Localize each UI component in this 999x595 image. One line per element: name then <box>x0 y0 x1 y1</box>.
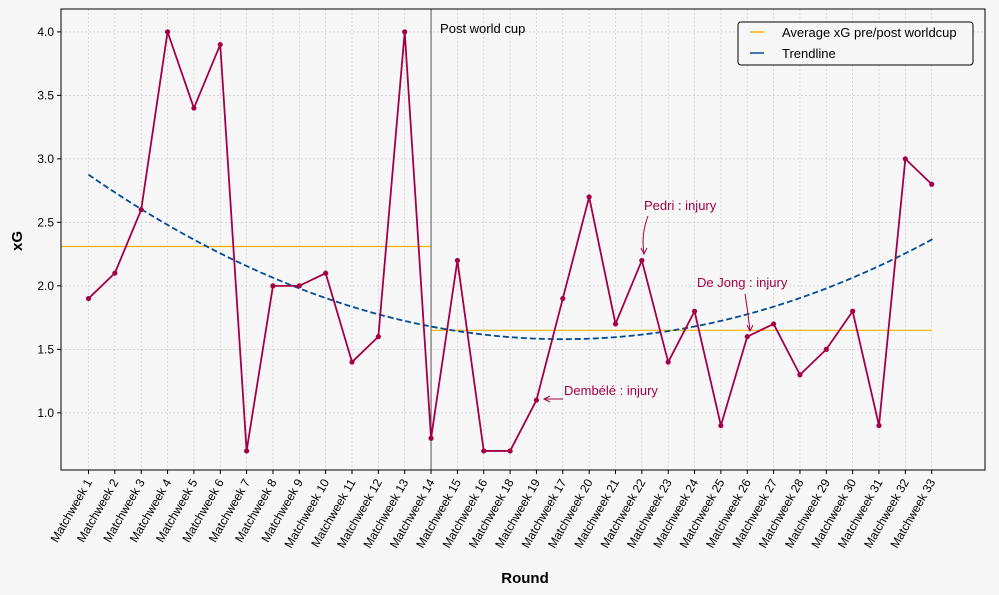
xg-data-point <box>191 105 197 111</box>
xg-data-point <box>533 397 540 403</box>
y-tick-label: 2.0 <box>37 279 54 293</box>
legend-label: Trendline <box>782 46 836 61</box>
xg-data-point <box>85 295 92 302</box>
legend-box <box>737 21 974 66</box>
xg-series <box>85 29 935 454</box>
xg-data-point <box>323 270 329 276</box>
xg-data-point <box>771 321 777 327</box>
grid <box>61 9 985 470</box>
annotation-label: Pedri : injury <box>644 198 717 213</box>
world-cup-label: Post world cup <box>440 21 525 36</box>
xg-data-point <box>586 194 592 200</box>
annotation-label: Dembélé : injury <box>564 383 658 398</box>
y-tick-label: 3.0 <box>37 152 54 166</box>
xg-data-point <box>850 308 856 314</box>
xg-data-point <box>902 156 908 162</box>
plot-frame <box>60 8 986 471</box>
y-axis-ticks: 1.0 1.5 2.0 2.5 3.0 3.5 4.0 <box>37 25 61 420</box>
annotation-arrowhead <box>542 395 551 403</box>
annotation-arrow <box>744 293 751 332</box>
world-cup-divider: Post world cup <box>430 9 525 470</box>
y-tick-label: 1.0 <box>37 406 54 420</box>
average-lines <box>61 245 932 331</box>
xg-data-point <box>244 448 250 454</box>
trendline-path <box>87 173 934 341</box>
legend-label: Average xG pre/post worldcup <box>782 25 957 40</box>
xg-data-point <box>428 435 434 441</box>
legend: Average xG pre/post worldcup Trendline <box>737 21 974 66</box>
xg-data-point <box>744 334 750 340</box>
xg-data-point <box>270 283 276 289</box>
xg-data-point <box>138 207 144 213</box>
xg-data-point <box>375 334 381 340</box>
xg-data-point <box>164 29 171 35</box>
annotation-arrowhead <box>640 247 648 256</box>
xg-data-point <box>639 257 645 264</box>
xg-data-point <box>665 359 671 365</box>
xg-data-point <box>402 29 408 35</box>
xg-data-point <box>349 359 355 365</box>
xg-data-point <box>612 321 619 327</box>
xg-data-point <box>481 448 487 454</box>
xg-data-point <box>217 41 223 48</box>
x-axis-label: Round <box>501 570 548 587</box>
xg-data-point <box>718 422 724 429</box>
xg-data-point <box>823 346 829 352</box>
xg-data-point <box>929 181 935 187</box>
xg-data-point <box>507 448 513 454</box>
xg-data-point <box>797 372 803 378</box>
y-tick-label: 4.0 <box>37 25 54 39</box>
xg-data-point <box>560 295 566 302</box>
xg-data-point <box>876 422 882 429</box>
xg-data-point <box>691 308 698 314</box>
xg-data-point <box>454 257 460 264</box>
y-tick-label: 3.5 <box>37 88 54 102</box>
xg-data-point <box>112 270 118 276</box>
y-axis-label: xG <box>9 231 26 251</box>
annotation-label: De Jong : injury <box>697 275 788 290</box>
xg-data-point <box>296 283 302 289</box>
annotation-arrowhead <box>746 324 754 333</box>
annotation-arrow <box>642 215 649 255</box>
y-tick-label: 2.5 <box>37 215 54 229</box>
annotations: Pedri : injury De Jong : injury Dembélé : … <box>542 198 788 403</box>
trendline <box>87 173 934 341</box>
y-tick-label: 1.5 <box>37 342 54 356</box>
